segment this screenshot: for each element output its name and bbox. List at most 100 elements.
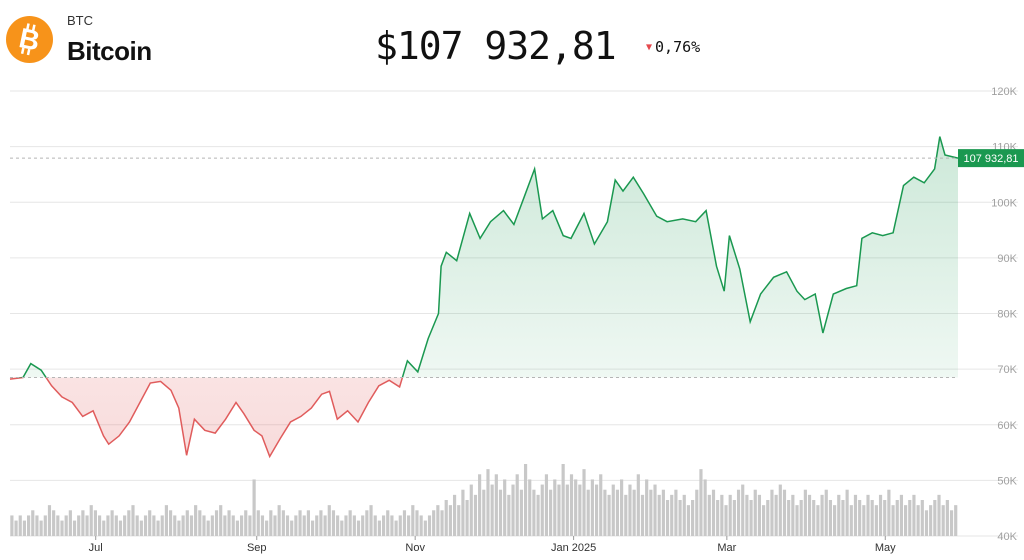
volume-bar (828, 500, 833, 536)
x-tick-label: May (875, 542, 896, 554)
volume-bar (315, 515, 319, 536)
volume-bar (294, 515, 298, 536)
volume-bar (569, 474, 574, 536)
x-tick-label: Jan 2025 (551, 542, 596, 554)
volume-bar (899, 494, 904, 536)
volume-bar (749, 500, 753, 536)
volume-bar (941, 505, 945, 536)
volume-bar (377, 520, 381, 536)
volume-bar (348, 510, 352, 536)
volume-bar (432, 510, 436, 536)
volume-bar (43, 515, 47, 536)
area-below-baseline (10, 377, 958, 457)
volume-bar (118, 520, 123, 536)
volume-bar (791, 494, 795, 536)
volume-bar (678, 500, 682, 536)
volume-bar (774, 494, 778, 536)
asset-header: B BTC Bitcoin $107 932,81 ▼ 0,76% (0, 0, 1024, 80)
volume-bar (762, 505, 766, 536)
volume-bar (223, 515, 227, 536)
volume-bar (298, 510, 302, 536)
volume-bar (532, 489, 536, 536)
volume-bar (736, 489, 741, 536)
volume-bar (745, 494, 749, 536)
volume-bar (131, 505, 135, 536)
volume-bar (427, 515, 432, 536)
y-tick-label: 80K (997, 309, 1017, 321)
volume-bar (440, 510, 444, 536)
volume-bar (503, 479, 507, 536)
volume-bar (686, 505, 691, 536)
x-tick-label: Nov (405, 542, 425, 554)
x-tick-label: Jul (89, 542, 103, 554)
price-line-down (9, 377, 404, 459)
volume-bar (615, 489, 620, 536)
volume-bar (795, 505, 799, 536)
volume-bar (56, 515, 60, 536)
volume-bar (110, 510, 114, 536)
volume-bar (373, 515, 377, 536)
volume-bars (10, 464, 958, 536)
volume-bar (515, 474, 519, 536)
volume-bar (528, 479, 532, 536)
volume-bar (649, 489, 653, 536)
volume-bar (31, 510, 35, 536)
volume-bar (273, 515, 277, 536)
current-price: $107 932,81 (375, 24, 617, 68)
volume-bar (465, 500, 469, 536)
volume-bar (277, 505, 281, 536)
volume-bar (862, 505, 866, 536)
volume-bar (81, 510, 85, 536)
volume-bar (361, 515, 365, 536)
volume-bar (436, 505, 440, 536)
volume-bar (39, 520, 43, 536)
volume-bar (782, 489, 787, 536)
volume-bar (874, 505, 878, 536)
volume-bar (757, 494, 762, 536)
volume-bar (624, 494, 628, 536)
volume-bar (235, 520, 239, 536)
volume-bar (260, 515, 265, 536)
volume-bar (135, 515, 139, 536)
volume-bar (674, 489, 678, 536)
volume-bar (858, 500, 862, 536)
volume-bar (807, 494, 812, 536)
volume-bar (22, 520, 27, 536)
volume-bar (632, 489, 636, 536)
volume-bar (691, 500, 695, 536)
volume-bar (139, 520, 143, 536)
volume-bar (206, 520, 210, 536)
volume-bar (290, 520, 294, 536)
price-line (9, 136, 959, 459)
volume-bar (248, 515, 252, 536)
volume-bar (707, 494, 711, 536)
volume-bar (457, 505, 461, 536)
volume-bar (824, 489, 828, 536)
volume-bar (799, 500, 803, 536)
volume-bar (594, 484, 599, 536)
volume-bar (878, 494, 883, 536)
bitcoin-icon: B (6, 16, 53, 63)
volume-bar (954, 505, 958, 536)
volume-bar (423, 520, 427, 536)
volume-bar (770, 489, 774, 536)
volume-bar (336, 515, 340, 536)
volume-bar (340, 520, 344, 536)
volume-bar (904, 505, 908, 536)
volume-bar (411, 505, 415, 536)
volume-bar (168, 510, 173, 536)
volume-bar (720, 494, 724, 536)
volume-bar (219, 505, 223, 536)
volume-bar (89, 505, 93, 536)
volume-bar (461, 489, 465, 536)
volume-bar (803, 489, 807, 536)
volume-bar (494, 474, 498, 536)
volume-bar (912, 494, 916, 536)
volume-bar (511, 484, 515, 536)
volume-bar (27, 515, 31, 536)
volume-bar (716, 500, 720, 536)
volume-bar (486, 469, 490, 536)
volume-bar (93, 510, 98, 536)
